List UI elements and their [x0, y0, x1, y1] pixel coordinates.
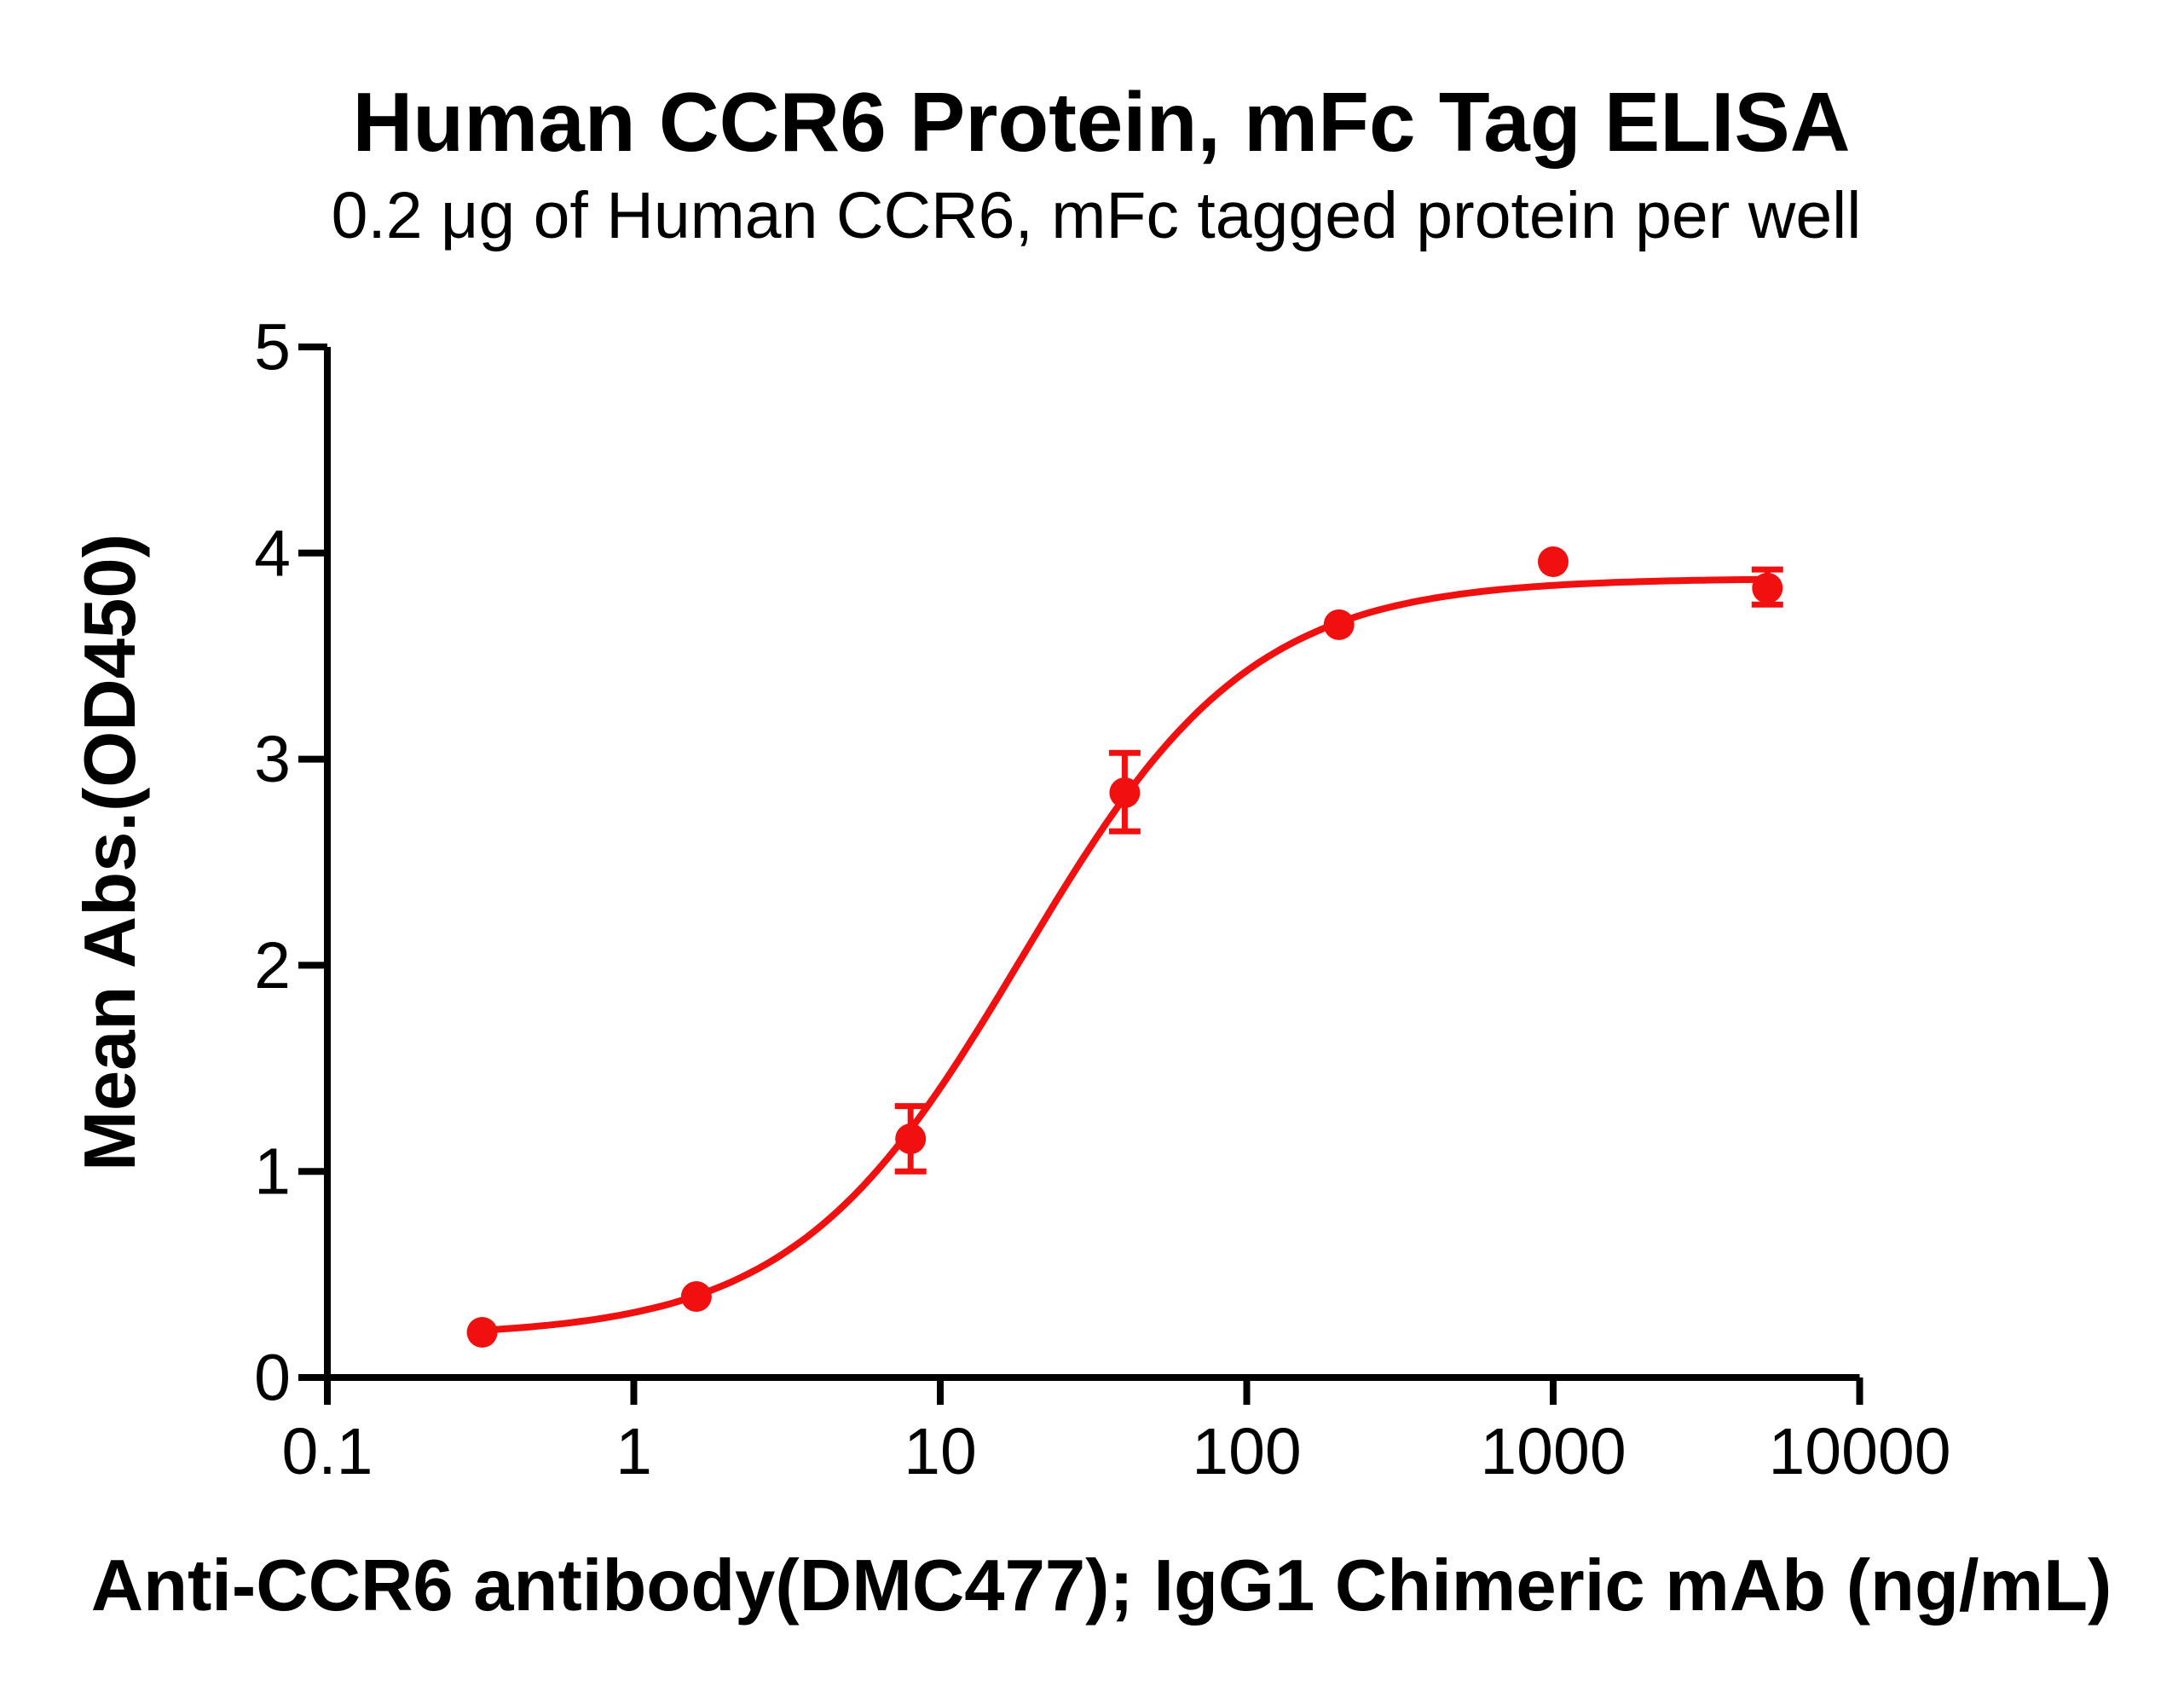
svg-text:0.2 μg of Human CCR6, mFc tagg: 0.2 μg of Human CCR6, mFc tagged protein…: [332, 179, 1862, 252]
svg-text:10: 10: [904, 1415, 977, 1488]
svg-text:1000: 1000: [1480, 1415, 1626, 1488]
svg-text:0.1: 0.1: [281, 1415, 373, 1488]
svg-text:100: 100: [1192, 1415, 1301, 1488]
svg-text:1: 1: [615, 1415, 652, 1488]
svg-text:1: 1: [254, 1135, 291, 1209]
svg-text:10000: 10000: [1768, 1415, 1950, 1488]
svg-text:Anti-CCR6 antibody(DMC477); Ig: Anti-CCR6 antibody(DMC477); IgG1 Chimeri…: [91, 1545, 2112, 1626]
svg-text:3: 3: [254, 723, 291, 796]
svg-text:Mean Abs.(OD450): Mean Abs.(OD450): [70, 534, 151, 1171]
svg-text:4: 4: [254, 517, 291, 590]
svg-text:5: 5: [254, 311, 291, 384]
svg-text:Human CCR6 Protein, mFc Tag EL: Human CCR6 Protein, mFc Tag ELISA: [353, 75, 1851, 169]
svg-text:2: 2: [254, 929, 291, 1002]
svg-text:0: 0: [254, 1342, 291, 1415]
